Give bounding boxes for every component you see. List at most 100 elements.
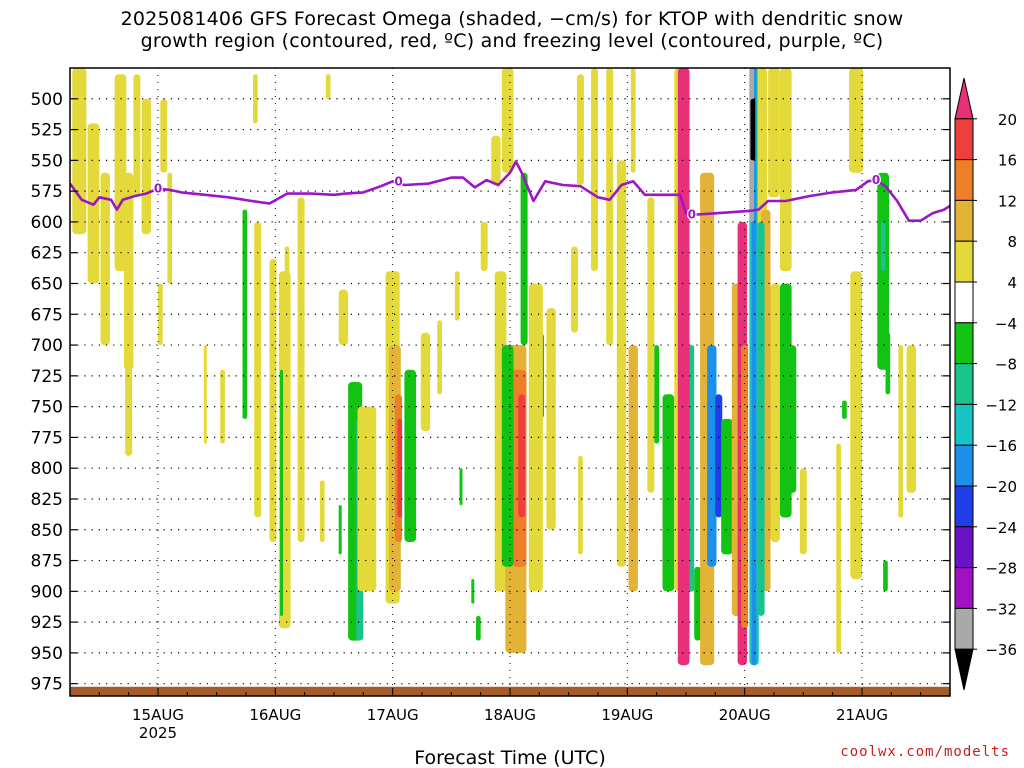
omega-cell (883, 560, 888, 592)
omega-cell (254, 221, 262, 518)
omega-cell (125, 221, 133, 456)
omega-cell (357, 406, 377, 592)
omega-cell (786, 345, 797, 493)
omega-cell (849, 68, 864, 173)
omega-cell (906, 345, 916, 493)
omega-cell (779, 68, 792, 272)
colorbar-label: 16 (998, 152, 1017, 170)
omega-cell (885, 332, 891, 395)
colorbar-bin (954, 199, 974, 242)
omega-cell (757, 221, 765, 616)
y-tick-label: 825 (31, 490, 63, 510)
omega-cell (616, 160, 627, 567)
omega-shading (70, 68, 950, 696)
colorbar-label: 12 (998, 192, 1017, 210)
y-tick-label: 925 (31, 613, 63, 633)
omega-cell (114, 74, 127, 272)
omega-cell (72, 68, 87, 235)
colorbar-label: −4 (995, 315, 1017, 333)
omega-cell (528, 283, 543, 592)
chart-title-line1: 2025081406 GFS Forecast Omega (shaded, −… (120, 8, 904, 30)
freezing-level-line (70, 160, 950, 222)
x-axis: 15AUG 16AUG 17AUG 18AUG 19AUG 20AUG 21AUG 2025 (98, 688, 951, 742)
colorbar-label: −36 (985, 641, 1017, 659)
omega-cell (715, 394, 723, 518)
omega-cell (158, 283, 163, 346)
omega-cell (284, 246, 290, 370)
omega-cell (100, 172, 110, 346)
omega-cell (571, 246, 578, 333)
y-tick-label: 950 (31, 644, 63, 664)
gridlines (70, 68, 950, 696)
omega-cell (836, 443, 841, 653)
y-tick-label: 625 (31, 244, 63, 264)
colorbar-bin (954, 607, 974, 650)
y-tick-label: 675 (31, 305, 63, 325)
omega-cell (518, 394, 526, 518)
omega-cell (501, 345, 514, 567)
y-tick-label: 800 (31, 459, 63, 479)
omega-cell (630, 68, 636, 173)
colorbar-bin (954, 322, 974, 365)
colorbar-bin (954, 281, 974, 324)
colorbar-bin (954, 648, 974, 691)
y-axis: 500 525 550 575 600 625 650 675 700 725 750 775 800 8… (31, 90, 950, 695)
y-tick-label: 500 (31, 90, 63, 110)
colorbar-bin (954, 159, 974, 201)
colorbar-label: −8 (995, 356, 1017, 374)
colorbar-bin (954, 363, 974, 405)
omega-cell (420, 332, 431, 432)
omega-cell (203, 345, 207, 444)
colorbar-label: −24 (985, 519, 1017, 537)
colorbar-label: −28 (985, 560, 1017, 578)
colorbar-bin (954, 485, 974, 528)
y-tick-label: 550 (31, 151, 63, 171)
omega-cell (546, 308, 556, 530)
omega-cell (898, 345, 904, 518)
freezing-level-contour-label: 0 (394, 174, 402, 188)
omega-cell (877, 172, 889, 370)
omega-cell (850, 271, 862, 579)
y-tick-label: 900 (31, 582, 63, 602)
omega-cell (269, 258, 277, 543)
omega-cell (770, 283, 780, 543)
omega-cell (654, 345, 659, 444)
omega-cell (741, 345, 749, 629)
omega-cell (799, 468, 807, 555)
colorbar-bin (954, 118, 974, 161)
x-tick-label: 15AUG (132, 706, 184, 724)
omega-cell (141, 98, 151, 235)
omega-cell (319, 480, 325, 543)
colorbar-label: 20 (998, 111, 1017, 129)
omega-cell (707, 345, 717, 567)
y-tick-label: 750 (31, 398, 63, 418)
omega-cell (280, 369, 283, 616)
y-tick-label: 700 (31, 336, 63, 356)
x-tick-label: 18AUG (484, 706, 536, 724)
omega-cell (842, 400, 847, 419)
x-tick-label: 20AUG (719, 706, 771, 724)
colorbar-bin (954, 403, 974, 446)
omega-cell (768, 68, 780, 198)
colorbar-label: 8 (1007, 233, 1017, 251)
colorbar-legend: 20 16 12 8 4 −4 −8 −12 −16 −20 −24 −28 −32 −36 (954, 77, 1017, 691)
y-tick-label: 600 (31, 213, 63, 233)
omega-cell (459, 468, 463, 506)
omega-cell (397, 418, 403, 518)
omega-cell (476, 616, 481, 641)
y-tick-label: 975 (31, 675, 63, 695)
chart-title-line2: growth region (contoured, red, ºC) and f… (140, 30, 884, 52)
omega-cell (160, 98, 168, 173)
omega-cell (297, 197, 305, 543)
colorbar-label: 4 (1007, 274, 1017, 292)
omega-cell (501, 68, 514, 173)
y-tick-label: 725 (31, 367, 63, 387)
omega-cell (325, 74, 331, 99)
omega-cell (578, 455, 583, 555)
colorbar-bin (954, 567, 974, 609)
omega-cell (454, 271, 460, 321)
omega-cell (694, 566, 702, 641)
y-tick-label: 775 (31, 428, 63, 448)
omega-cell (721, 418, 733, 555)
